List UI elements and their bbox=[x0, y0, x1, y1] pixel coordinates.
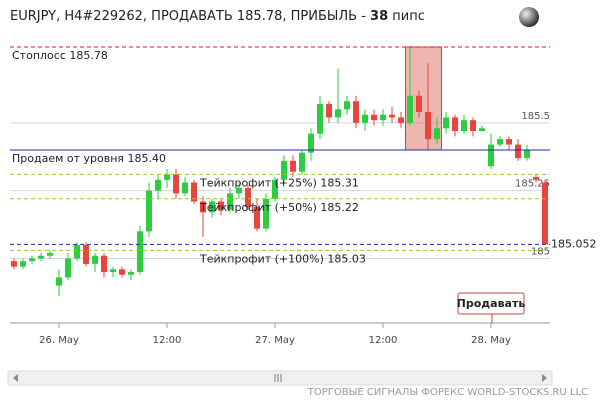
candle-body bbox=[227, 193, 233, 210]
candle-body bbox=[110, 269, 116, 273]
candle-body bbox=[434, 128, 440, 140]
candle-body bbox=[515, 144, 521, 159]
stoploss-label: Стоплосс 185.78 bbox=[12, 49, 108, 62]
scroll-track[interactable] bbox=[7, 370, 553, 386]
candle-body bbox=[29, 258, 35, 262]
candle-body bbox=[344, 101, 350, 110]
candle-body bbox=[164, 174, 170, 180]
candle-body bbox=[155, 179, 161, 191]
candle-body bbox=[200, 201, 206, 213]
candle-body bbox=[11, 261, 17, 267]
candle-body bbox=[335, 109, 341, 118]
candle-body bbox=[146, 190, 152, 232]
x-tick-label: 12:00 bbox=[153, 335, 182, 346]
current-price-label: 185.052 bbox=[551, 237, 597, 250]
candle-body bbox=[281, 160, 287, 180]
candle-body bbox=[452, 117, 458, 132]
candle-body bbox=[461, 120, 467, 132]
candle-body bbox=[173, 174, 179, 194]
candle-body bbox=[65, 258, 71, 278]
candle-body bbox=[182, 182, 188, 194]
candle-body bbox=[326, 103, 332, 118]
candle-body bbox=[380, 114, 386, 121]
candle-body bbox=[137, 231, 143, 273]
candle-body bbox=[389, 114, 395, 118]
candle-body bbox=[425, 112, 431, 140]
candle-body bbox=[38, 255, 44, 259]
candle-body bbox=[47, 253, 53, 256]
candle-body bbox=[524, 149, 530, 159]
price-label-bg bbox=[550, 237, 596, 252]
candle-body bbox=[128, 272, 134, 275]
candle-body bbox=[506, 139, 512, 145]
candle-body bbox=[290, 160, 296, 172]
candle-body bbox=[299, 152, 305, 172]
candle-body bbox=[542, 182, 548, 245]
chart-title: EURJPY, H4#229262, ПРОДАВАТЬ 185.78, ПРИ… bbox=[10, 9, 425, 24]
candle-body bbox=[56, 277, 62, 286]
y-tick-label: 185.5 bbox=[521, 111, 550, 122]
x-tick-label: 12:00 bbox=[369, 335, 398, 346]
candle-body bbox=[353, 101, 359, 123]
candle-body bbox=[317, 103, 323, 134]
candle-body bbox=[20, 261, 26, 267]
take-profit-label: Тейкпрофит (+25%) 185.31 bbox=[199, 176, 359, 189]
globe-icon[interactable] bbox=[519, 7, 539, 27]
x-tick-label: 28. May bbox=[471, 335, 511, 346]
candle-body bbox=[443, 117, 449, 129]
candle-body bbox=[209, 201, 215, 213]
title-text: EURJPY, H4#229262, ПРОДАВАТЬ 185.78, ПРИ… bbox=[10, 9, 366, 24]
scroll-left[interactable] bbox=[13, 374, 18, 382]
scroll-right[interactable] bbox=[542, 374, 547, 382]
candle-body bbox=[218, 201, 224, 210]
take-profit-label: Тейкпрофит (+50%) 185.22 bbox=[199, 201, 359, 214]
candle-body bbox=[362, 114, 368, 123]
scrollbar[interactable] bbox=[7, 370, 553, 386]
y-tick-label: 185.25 bbox=[515, 179, 550, 190]
candle-body bbox=[92, 255, 98, 264]
candle-body bbox=[407, 95, 413, 123]
candle-body bbox=[245, 187, 251, 207]
candle-body bbox=[83, 244, 89, 264]
candle-body bbox=[488, 144, 494, 167]
candle-body bbox=[398, 117, 404, 123]
candle-body bbox=[272, 179, 278, 199]
candle-body bbox=[119, 269, 125, 275]
scroll-thumb[interactable] bbox=[274, 374, 282, 382]
sell-button[interactable] bbox=[457, 292, 525, 315]
title-unit: пипс bbox=[392, 9, 425, 24]
candle-body bbox=[533, 177, 539, 180]
take-profit-label: Тейкпрофит (+100%) 185.03 bbox=[199, 252, 366, 265]
x-tick-label: 27. May bbox=[255, 335, 295, 346]
candle-body bbox=[371, 114, 377, 121]
candle-body bbox=[416, 95, 422, 113]
sell-button-label[interactable]: Продавать bbox=[457, 297, 526, 310]
candle-body bbox=[254, 206, 260, 229]
candle-body bbox=[236, 187, 242, 194]
x-tick-label: 26. May bbox=[39, 335, 79, 346]
candle-body bbox=[191, 182, 197, 202]
title-pips: 38 bbox=[370, 9, 388, 24]
candle-body bbox=[74, 244, 80, 259]
entry-label: Продаем от уровня 185.40 bbox=[12, 152, 166, 165]
candle-body bbox=[470, 120, 476, 132]
candle-body bbox=[479, 128, 485, 132]
footer: ТОРГОВЫЕ СИГНАЛЫ ФОРЕКС WORLD-STOCKS.RU … bbox=[307, 387, 588, 398]
y-tick-label: 185 bbox=[531, 246, 550, 257]
candle-body bbox=[308, 133, 314, 153]
candle-body bbox=[101, 255, 107, 273]
candle-body bbox=[263, 198, 269, 229]
candle-body bbox=[497, 139, 503, 145]
